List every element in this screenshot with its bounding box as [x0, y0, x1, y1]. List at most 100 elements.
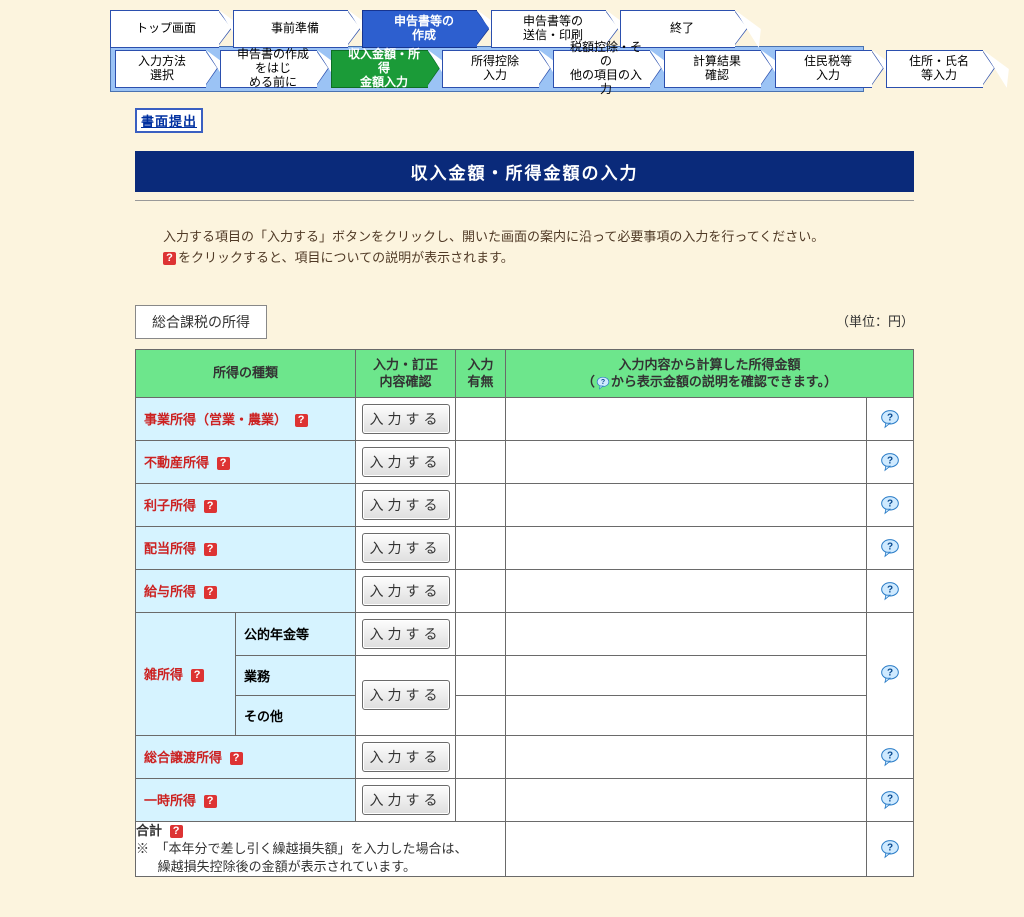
- amount-cell: [506, 735, 867, 778]
- help-icon[interactable]: ?: [295, 414, 308, 427]
- income-type: 不動産所得 ?: [136, 440, 356, 483]
- amount-cell: [506, 655, 867, 695]
- section-label: 総合課税の所得: [135, 305, 267, 339]
- help-icon[interactable]: ?: [230, 752, 243, 765]
- top-nav-label: 事前準備: [271, 22, 319, 36]
- has-input-cell: [456, 526, 506, 569]
- intro-text: 入力する項目の「入力する」ボタンをクリックし、開いた画面の案内に沿って必要事項の…: [163, 227, 914, 269]
- income-table: 所得の種類 入力・訂正内容確認 入力有無 入力内容から計算した所得金額（から表示…: [135, 349, 914, 878]
- input-button[interactable]: 入力する: [362, 785, 450, 815]
- sub-nav-step-3[interactable]: 所得控除入力: [442, 50, 539, 88]
- table-row: 配当所得 ?入力する: [136, 526, 914, 569]
- total-label: 合計: [136, 823, 162, 838]
- sub-nav-step-5[interactable]: 計算結果確認: [664, 50, 761, 88]
- has-input-cell: [456, 612, 506, 655]
- amount-help-icon[interactable]: [880, 538, 900, 558]
- intro-line2: をクリックすると、項目についての説明が表示されます。: [178, 250, 514, 265]
- help-icon[interactable]: ?: [204, 500, 217, 513]
- income-subtype: その他: [236, 695, 356, 735]
- has-input-cell: [456, 735, 506, 778]
- top-nav-step-1[interactable]: 事前準備: [233, 10, 348, 48]
- sub-nav-label: 計算結果確認: [693, 55, 741, 83]
- amount-cell: [506, 569, 867, 612]
- income-type: 配当所得 ?: [136, 526, 356, 569]
- table-row: 利子所得 ?入力する: [136, 483, 914, 526]
- sub-nav-step-7[interactable]: 住所・氏名等入力: [886, 50, 983, 88]
- sub-nav-step-4[interactable]: 税額控除・その他の項目の入力: [553, 50, 650, 88]
- sub-nav-label: 収入金額・所得金額入力: [348, 48, 420, 89]
- table-row: 不動産所得 ?入力する: [136, 440, 914, 483]
- has-input-cell: [456, 483, 506, 526]
- input-button[interactable]: 入力する: [362, 680, 450, 710]
- has-input-cell: [456, 695, 506, 735]
- table-row: 一時所得 ?入力する: [136, 778, 914, 821]
- input-button[interactable]: 入力する: [362, 533, 450, 563]
- amount-help-icon[interactable]: [880, 790, 900, 810]
- income-subtype: 公的年金等: [236, 612, 356, 655]
- input-button[interactable]: 入力する: [362, 404, 450, 434]
- intro-line1: 入力する項目の「入力する」ボタンをクリックし、開いた画面の案内に沿って必要事項の…: [163, 227, 914, 248]
- help-icon[interactable]: ?: [204, 586, 217, 599]
- table-row-total: 合計 ?※ 「本年分で差し引く繰越損失額」を入力した場合は、 繰越損失控除後の金…: [136, 821, 914, 877]
- sub-nav-step-6[interactable]: 住民税等入力: [775, 50, 872, 88]
- has-input-cell: [456, 655, 506, 695]
- income-type: 一時所得 ?: [136, 778, 356, 821]
- input-button[interactable]: 入力する: [362, 447, 450, 477]
- help-icon[interactable]: ?: [204, 795, 217, 808]
- table-row: 給与所得 ?入力する: [136, 569, 914, 612]
- page-title: 収入金額・所得金額の入力: [135, 151, 914, 192]
- table-row: 雑所得 ?公的年金等入力する: [136, 612, 914, 655]
- top-nav-label: 申告書等の作成: [394, 15, 454, 43]
- table-row: 総合譲渡所得 ?入力する: [136, 735, 914, 778]
- amount-help-icon[interactable]: [880, 839, 900, 859]
- amount-help-cell: [867, 612, 914, 735]
- input-cell: 入力する: [356, 483, 456, 526]
- has-input-cell: [456, 778, 506, 821]
- help-icon[interactable]: ?: [204, 543, 217, 556]
- th-type: 所得の種類: [136, 349, 356, 397]
- amount-help-cell: [867, 440, 914, 483]
- top-nav-step-0[interactable]: トップ画面: [110, 10, 219, 48]
- help-icon[interactable]: ?: [170, 825, 183, 838]
- top-nav-step-2[interactable]: 申告書等の作成: [362, 10, 477, 48]
- input-button[interactable]: 入力する: [362, 619, 450, 649]
- amount-help-cell: [867, 397, 914, 440]
- amount-cell: [506, 397, 867, 440]
- income-type: 利子所得 ?: [136, 483, 356, 526]
- amount-help-icon[interactable]: [880, 747, 900, 767]
- amount-help-cell: [867, 569, 914, 612]
- has-input-cell: [456, 440, 506, 483]
- income-type: 総合譲渡所得 ?: [136, 735, 356, 778]
- amount-help-icon[interactable]: [880, 495, 900, 515]
- input-button[interactable]: 入力する: [362, 490, 450, 520]
- help-icon: ?: [163, 252, 176, 265]
- input-button[interactable]: 入力する: [362, 742, 450, 772]
- top-nav-label: 終了: [670, 22, 694, 36]
- table-row: 事業所得（営業・農業） ?入力する: [136, 397, 914, 440]
- amount-cell: [506, 483, 867, 526]
- sub-nav-label: 所得控除入力: [471, 55, 519, 83]
- input-cell: 入力する: [356, 735, 456, 778]
- sub-nav-step-2[interactable]: 収入金額・所得金額入力: [331, 50, 428, 88]
- screen-submit-button[interactable]: 書面提出: [135, 108, 203, 133]
- input-cell: 入力する: [356, 569, 456, 612]
- th-input: 入力・訂正内容確認: [356, 349, 456, 397]
- unit-label: （単位：円）: [836, 311, 914, 330]
- amount-help-icon[interactable]: [880, 664, 900, 684]
- sub-nav-step-1[interactable]: 申告書の作成をはじめる前に: [220, 50, 317, 88]
- amount-help-cell: [867, 483, 914, 526]
- amount-help-icon[interactable]: [880, 452, 900, 472]
- input-cell: 入力する: [356, 440, 456, 483]
- total-amount-cell: [506, 821, 867, 877]
- help-icon[interactable]: ?: [191, 669, 204, 682]
- amount-help-icon[interactable]: [880, 409, 900, 429]
- top-nav-label: トップ画面: [136, 22, 196, 36]
- input-cell: 入力する: [356, 526, 456, 569]
- sub-nav-step-0[interactable]: 入力方法選択: [115, 50, 206, 88]
- amount-help-icon[interactable]: [880, 581, 900, 601]
- divider: [135, 200, 914, 201]
- input-button[interactable]: 入力する: [362, 576, 450, 606]
- amount-help-cell: [867, 735, 914, 778]
- help-icon[interactable]: ?: [217, 457, 230, 470]
- amount-cell: [506, 612, 867, 655]
